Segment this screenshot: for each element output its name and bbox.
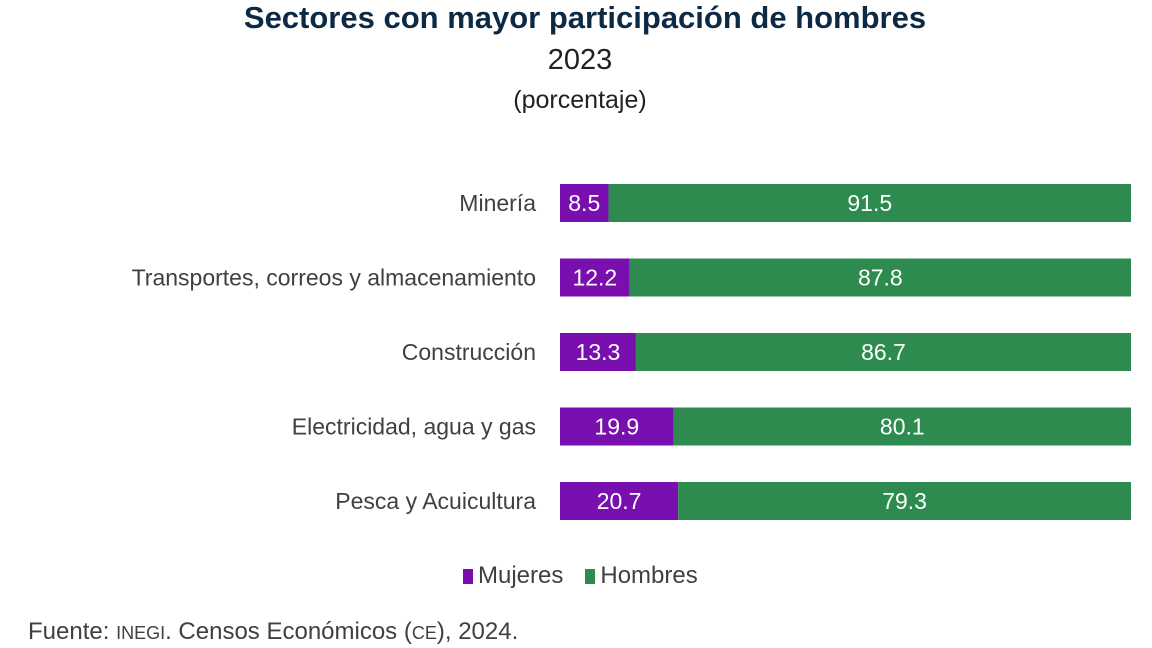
legend-label-mujeres: Mujeres <box>478 562 564 589</box>
category-label: Pesca y Acuicultura <box>335 488 536 514</box>
legend: Mujeres Hombres <box>463 562 698 590</box>
data-label-hombres: 91.5 <box>847 190 892 216</box>
legend-item-hombres: Hombres <box>585 562 698 590</box>
source-org: INEGI <box>116 623 166 643</box>
bar-hombres <box>635 333 1131 371</box>
bar-mujeres <box>560 482 679 520</box>
category-label: Minería <box>459 190 536 216</box>
chart-title: Sectores con mayor participación de homb… <box>243 0 927 35</box>
data-label-mujeres: 13.3 <box>576 339 621 365</box>
bar-mujeres <box>560 407 674 446</box>
chart-unit-label: (porcentaje) <box>513 86 647 114</box>
bar-hombres <box>673 407 1131 446</box>
source-note: Fuente: INEGI. Censos Económicos (CE), 2… <box>28 618 518 646</box>
bar-hombres <box>678 482 1131 520</box>
data-label-mujeres: 19.9 <box>594 414 639 440</box>
bar-hombres <box>629 258 1131 297</box>
chart-subtitle: 2023 <box>547 44 613 76</box>
data-label-hombres: 80.1 <box>880 414 925 440</box>
legend-label-hombres: Hombres <box>600 562 698 589</box>
source-end: ), 2024. <box>436 618 519 645</box>
data-label-mujeres: 20.7 <box>597 488 642 514</box>
source-abbr: CE <box>411 623 437 643</box>
category-label: Construcción <box>402 339 536 365</box>
stacked-bar-chart: Minería 8.5 91.5 Transportes, correos y alm… <box>132 184 1131 520</box>
bar-mujeres <box>560 184 609 222</box>
category-label: Transportes, correos y almacenamiento <box>132 265 536 291</box>
source-prefix: Fuente: <box>28 618 110 645</box>
bar-hombres <box>608 184 1131 222</box>
legend-swatch-hombres <box>585 568 596 584</box>
data-label-hombres: 79.3 <box>882 488 927 514</box>
data-label-mujeres: 12.2 <box>572 265 617 291</box>
bar-mujeres <box>560 333 636 371</box>
legend-item-mujeres: Mujeres <box>463 562 563 590</box>
data-label-hombres: 86.7 <box>861 339 906 365</box>
source-text: . Censos Económicos ( <box>165 618 412 645</box>
bar-mujeres <box>560 258 630 297</box>
data-label-hombres: 87.8 <box>858 265 903 291</box>
data-label-mujeres: 8.5 <box>568 190 600 216</box>
category-label: Electricidad, agua y gas <box>292 414 536 440</box>
legend-swatch-mujeres <box>463 568 473 584</box>
